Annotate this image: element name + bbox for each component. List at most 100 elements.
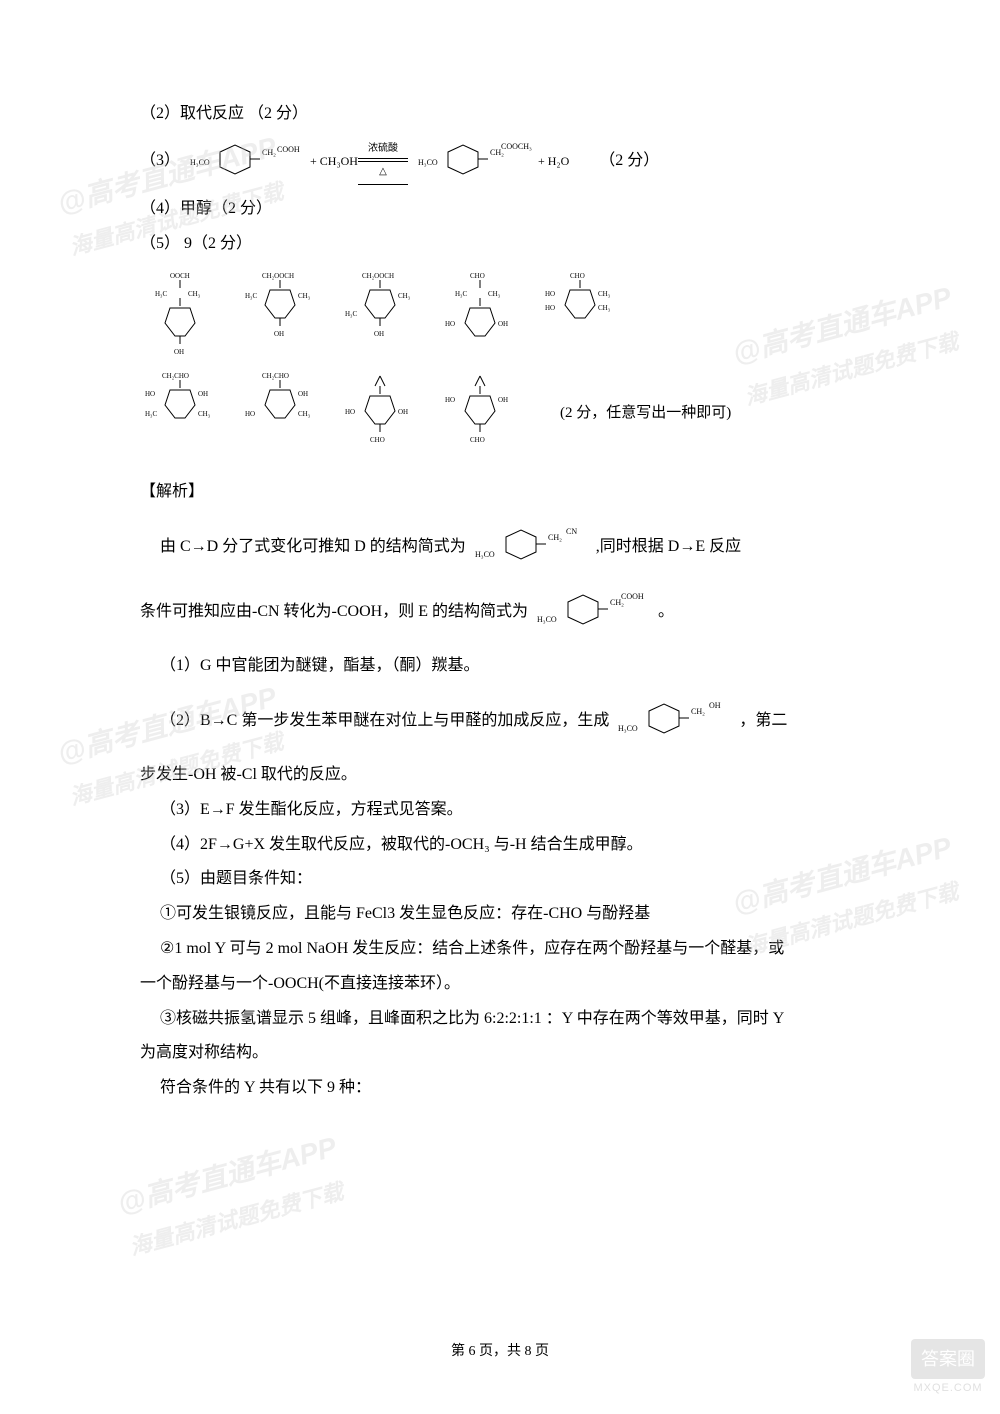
- analysis-line-4: （2）B→C 第一步发生苯甲醚在对位上与甲醛的加成反应，生成 H₃CO CH₂ …: [120, 696, 880, 746]
- analysis-line-8: （5）由题目条件知：: [120, 865, 880, 894]
- svg-text:HO: HO: [545, 290, 555, 298]
- svg-text:COOH: COOH: [277, 145, 300, 154]
- svg-text:CH₂OOCH: CH₂OOCH: [262, 272, 294, 280]
- svg-text:OH: OH: [374, 330, 384, 338]
- svg-text:CHO: CHO: [370, 436, 385, 444]
- svg-text:CH₃: CH₃: [598, 304, 611, 312]
- chemical-structure: CHO H₃C CH₃ HO OH: [440, 268, 520, 358]
- answer-item-5: （5） 9（2 分）: [120, 230, 880, 259]
- analysis-line-1: 由 C→D 分了式变化可推知 D 的结构简式为 H₃CO CH₂ CN ,同时根…: [120, 522, 880, 572]
- svg-text:OH: OH: [198, 390, 208, 398]
- svg-text:OH: OH: [298, 390, 308, 398]
- answer-item-4: （4）甲醇（2 分）: [120, 195, 880, 224]
- analysis-line-12: ③核磁共振氢谱显示 5 组峰，且峰面积之比为 6:2:2:1:1 ：Y 中存在两…: [120, 1005, 880, 1034]
- svg-text:CH₂CHO: CH₂CHO: [162, 372, 189, 380]
- svg-text:H₃CO: H₃CO: [475, 550, 495, 559]
- svg-text:CHO: CHO: [470, 272, 485, 280]
- analysis-line-9: ①可发生银镜反应，且能与 FeCl3 发生显色反应：存在-CHO 与酚羟基: [120, 900, 880, 929]
- svg-text:H₃C: H₃C: [345, 310, 357, 318]
- svg-text:CH₂: CH₂: [691, 707, 705, 716]
- benzene-structure-icon: CHO H₃C CH₃ HO OH: [440, 268, 520, 358]
- svg-text:OH: OH: [498, 396, 508, 404]
- svg-text:OH: OH: [498, 320, 508, 328]
- analysis-line-5: 步发生-OH 被-Cl 取代的反应。: [120, 761, 880, 790]
- svg-text:CH₃: CH₃: [198, 410, 211, 418]
- analysis-line-2: 条件可推知应由-CN 转化为-COOH，则 E 的结构简式为 H₃CO CH₂ …: [120, 587, 880, 637]
- svg-text:OH: OH: [274, 330, 284, 338]
- svg-text:COOH: COOH: [621, 592, 644, 601]
- watermark: @高考直通车APP 海量高清试题免费下载: [112, 1122, 353, 1267]
- chemical-structure: HO OH CHO: [440, 368, 520, 458]
- benzene-structure-icon: CH₂OOCH H₃C CH₃ OH: [240, 268, 320, 358]
- svg-text:CH₂CHO: CH₂CHO: [262, 372, 289, 380]
- structures-row-2: CH₂CHO HO OH H₃C CH₃ CH₂CHO OH HO CH₃ HO…: [120, 368, 880, 458]
- svg-text:HO: HO: [145, 390, 155, 398]
- benzene-structure-icon: H₃CO CH₂ COOH: [533, 587, 653, 637]
- chemical-structure: OOCH H₃C CH₃ OH: [140, 268, 220, 358]
- analysis-line-3: （1）G 中官能团为醚键，酯基，（酮）羰基。: [120, 652, 880, 681]
- plus-text: + H₂O: [538, 151, 569, 173]
- svg-text:H₃C: H₃C: [155, 290, 167, 298]
- svg-text:COOCH₃: COOCH₃: [501, 142, 532, 151]
- svg-text:HO: HO: [345, 408, 355, 416]
- chemical-structure: CH₂OOCH CH₃ H₃C OH: [340, 268, 420, 358]
- analysis-line-10: ②1 mol Y 可与 2 mol NaOH 发生反应：结合上述条件，应存在两个…: [120, 935, 880, 964]
- svg-text:H₃CO: H₃CO: [537, 615, 557, 624]
- svg-text:H₃CO: H₃CO: [418, 158, 438, 167]
- logo-name: 答案圈: [911, 1339, 985, 1379]
- answer-item-2: （2）取代反应 （2 分）: [120, 100, 880, 129]
- structures-row-1: OOCH H₃C CH₃ OH CH₂OOCH H₃C CH₃ OH CH₂OO…: [120, 268, 880, 358]
- benzene-structure-icon: CHO CH₃ CH₃ HO HO: [540, 268, 620, 358]
- benzene-structure-icon: H₃CO CH₂ COOH: [185, 137, 305, 187]
- svg-text:CH₃: CH₃: [298, 292, 311, 300]
- svg-text:CH₃: CH₃: [488, 290, 501, 298]
- svg-text:CH₃: CH₃: [598, 290, 611, 298]
- chemical-structure: HO OH CHO: [340, 368, 420, 458]
- benzene-structure-icon: H₃CO CH₂ COOCH₃: [413, 137, 533, 187]
- analysis-line-7: （4）2F→G+X 发生取代反应，被取代的-OCH₃ 与-H 结合生成甲醇。: [120, 831, 880, 860]
- svg-text:OH: OH: [709, 701, 721, 710]
- analysis-line-11: 一个酚羟基与一个-OOCH(不直接连接苯环）。: [120, 970, 880, 999]
- svg-text:CHO: CHO: [470, 436, 485, 444]
- chemical-structure: CHO CH₃ CH₃ HO HO: [540, 268, 620, 358]
- svg-text:CH₂OOCH: CH₂OOCH: [362, 272, 394, 280]
- benzene-structure-icon: HO OH CHO: [440, 368, 520, 458]
- chemical-structure: CH₂CHO HO OH H₃C CH₃: [140, 368, 220, 458]
- svg-text:H₃C: H₃C: [245, 292, 257, 300]
- logo-corner: 答案圈 MXQE.COM: [911, 1339, 985, 1399]
- structures-note: (2 分，任意写出一种即可): [560, 400, 731, 427]
- svg-text:HO: HO: [545, 304, 555, 312]
- svg-text:CHO: CHO: [570, 272, 585, 280]
- chemical-structure: CH₂CHO OH HO CH₃: [240, 368, 320, 458]
- svg-text:OH: OH: [174, 348, 184, 356]
- svg-text:H₃C: H₃C: [455, 290, 467, 298]
- benzene-structure-icon: HO OH CHO: [340, 368, 420, 458]
- svg-text:H₃CO: H₃CO: [618, 724, 638, 733]
- benzene-structure-icon: OOCH H₃C CH₃ OH: [140, 268, 220, 358]
- plus-text: + CH₃OH: [310, 151, 358, 173]
- analysis-line-13: 为高度对称结构。: [120, 1039, 880, 1068]
- svg-text:H₃C: H₃C: [145, 410, 157, 418]
- benzene-structure-icon: CH₂CHO OH HO CH₃: [240, 368, 320, 458]
- benzene-structure-icon: CH₂CHO HO OH H₃C CH₃: [140, 368, 220, 458]
- benzene-structure-icon: CH₂OOCH CH₃ H₃C OH: [340, 268, 420, 358]
- analysis-line-6: （3）E→F 发生酯化反应，方程式见答案。: [120, 796, 880, 825]
- reaction-arrow-icon: 浓硫酸 △: [358, 139, 408, 186]
- benzene-structure-icon: H₃CO CH₂ CN: [471, 522, 591, 572]
- points-text: （2 分）: [599, 147, 659, 176]
- svg-text:CH₃: CH₃: [298, 410, 311, 418]
- analysis-line-14: 符合条件的 Y 共有以下 9 种：: [120, 1074, 880, 1103]
- svg-text:CN: CN: [566, 527, 577, 536]
- svg-text:H₃CO: H₃CO: [190, 158, 210, 167]
- svg-text:CH₃: CH₃: [398, 292, 411, 300]
- analysis-header: 【解析】: [120, 478, 880, 507]
- benzene-structure-icon: H₃CO CH₂ OH: [614, 696, 734, 746]
- svg-text:CH₂: CH₂: [262, 148, 276, 157]
- svg-text:HO: HO: [445, 320, 455, 328]
- answer-item-3-equation: （3） H₃CO CH₂ COOH + CH₃OH 浓硫酸 △ H₃CO CH₂…: [120, 137, 880, 187]
- svg-text:CH₃: CH₃: [188, 290, 201, 298]
- logo-url: MXQE.COM: [913, 1379, 982, 1399]
- page-footer: 第 6 页，共 8 页: [0, 1339, 1000, 1364]
- equation-prefix: （3）: [140, 147, 180, 176]
- svg-text:HO: HO: [445, 396, 455, 404]
